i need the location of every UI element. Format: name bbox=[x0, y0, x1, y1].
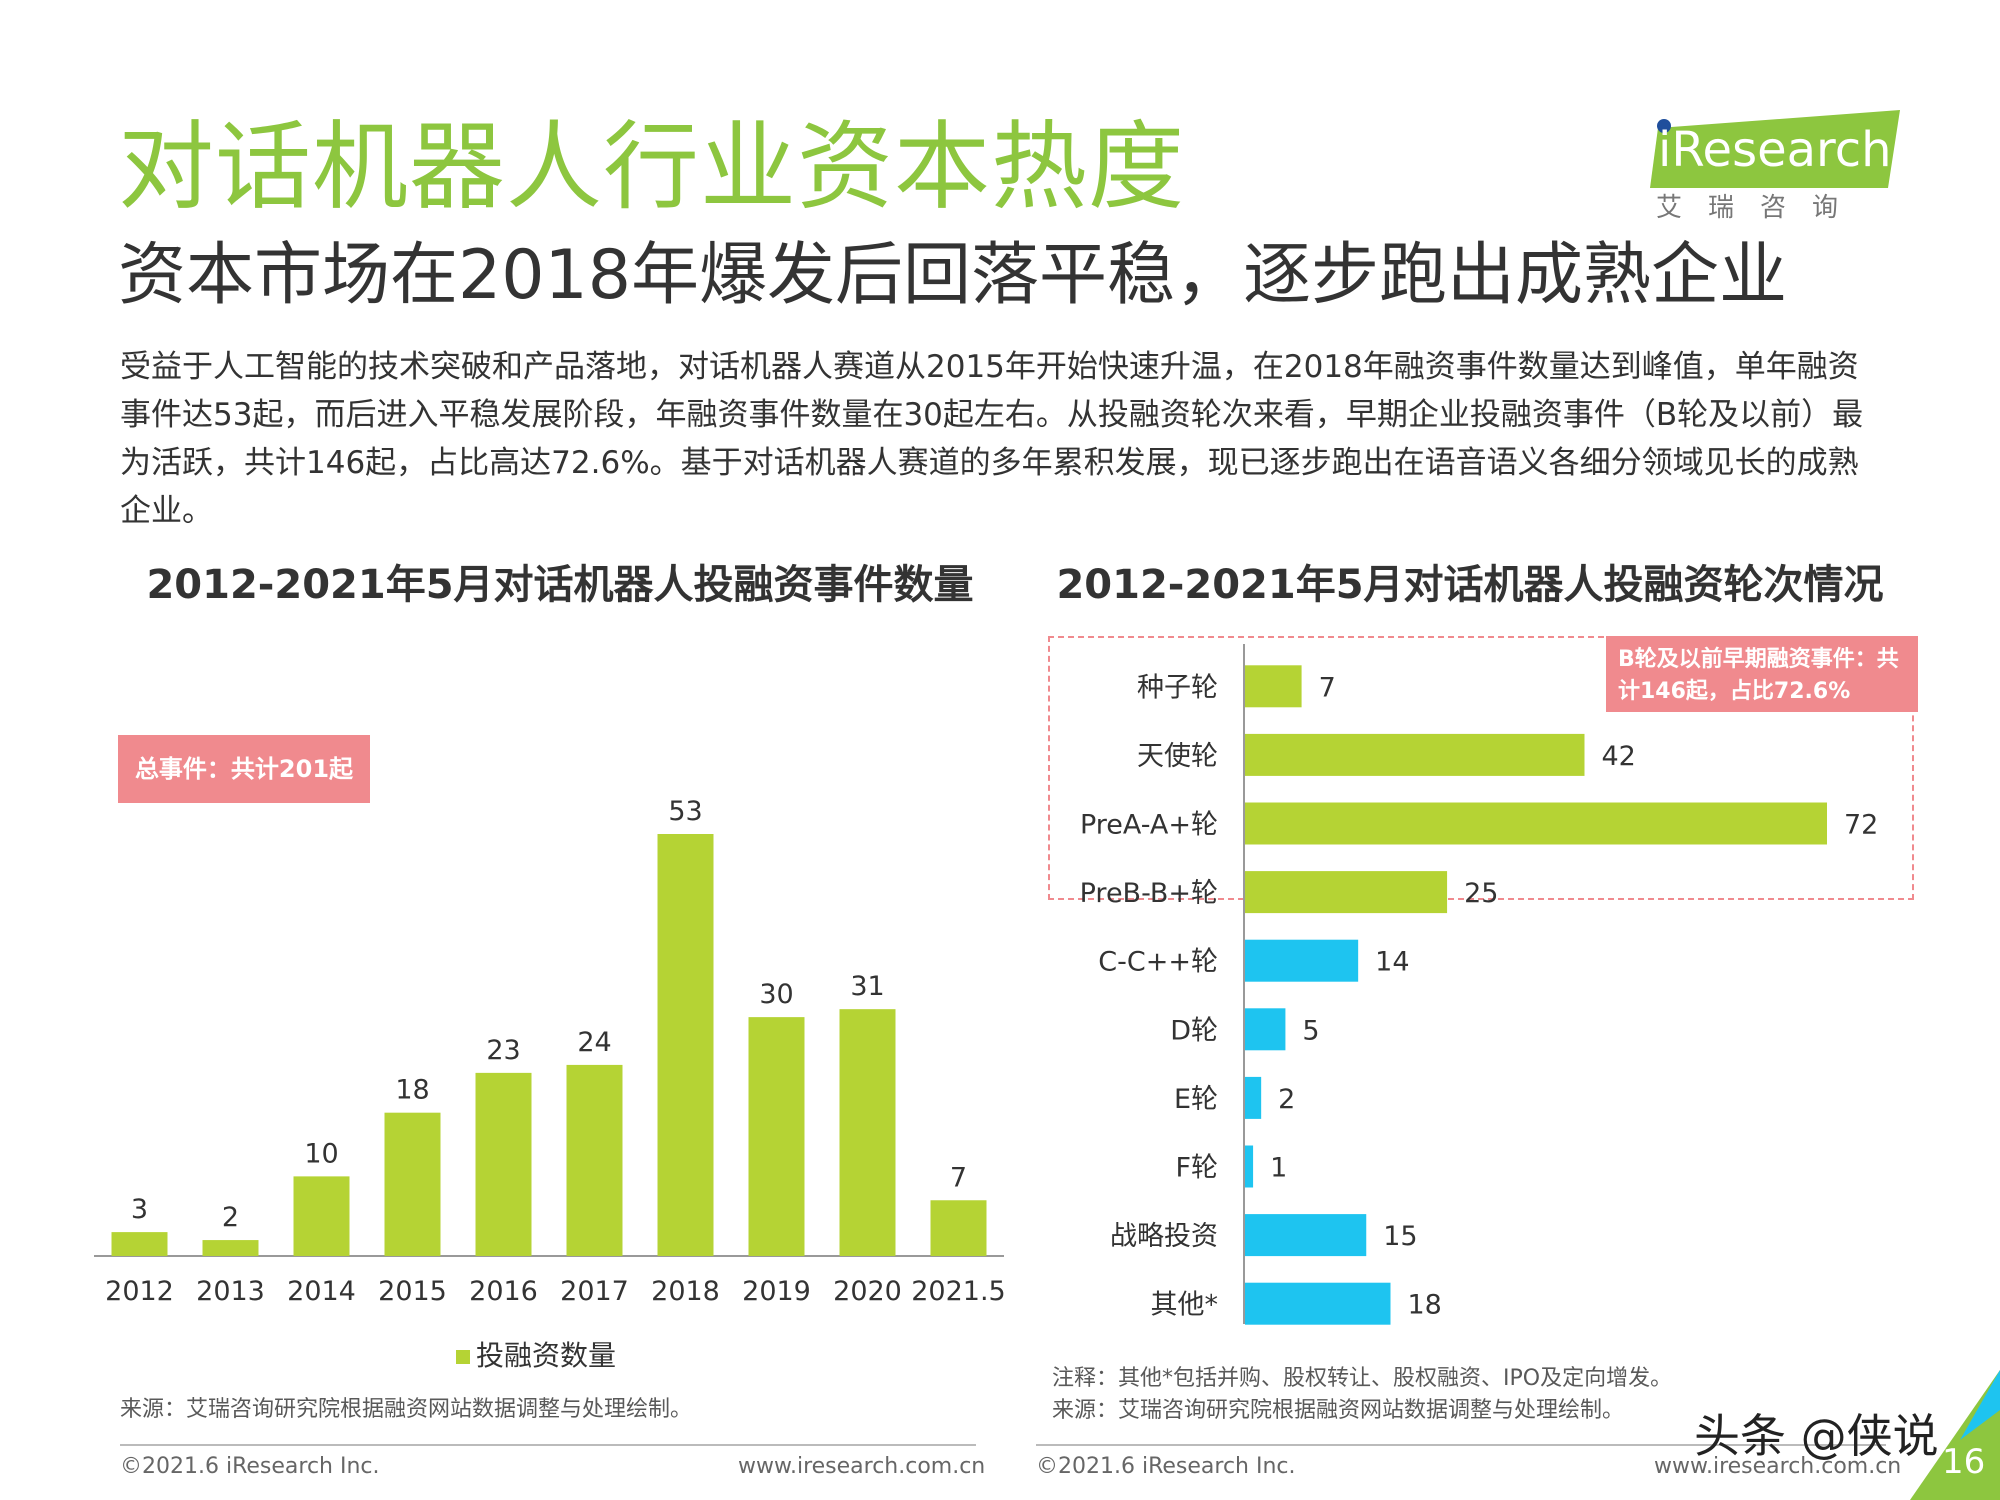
data-label-2020: 31 bbox=[850, 971, 884, 1002]
bar-PreB-B+轮 bbox=[1245, 871, 1448, 914]
footer-copyright-left: ©2021.6 iResearch Inc. bbox=[120, 1454, 380, 1479]
x-tick-2021.5: 2021.5 bbox=[911, 1276, 1005, 1307]
bar-C-C++轮 bbox=[1245, 939, 1359, 982]
chart-legend: 投融资数量 bbox=[456, 1336, 616, 1376]
y-tick-E轮: E轮 bbox=[1174, 1084, 1218, 1115]
data-label-2018: 53 bbox=[668, 796, 702, 827]
bar-2014 bbox=[293, 1176, 350, 1256]
footer-url-right[interactable]: www.iresearch.com.cn bbox=[1654, 1454, 1902, 1479]
right-source-note: 来源：艾瑞咨询研究院根据融资网站数据调整与处理绘制。 bbox=[1052, 1398, 1625, 1423]
page-subtitle: 资本市场在2018年爆发后回落平稳，逐步跑出成熟企业 bbox=[118, 236, 1788, 315]
bar-2019 bbox=[748, 1017, 805, 1256]
x-tick-2012: 2012 bbox=[105, 1276, 174, 1307]
x-tick-2014: 2014 bbox=[287, 1276, 356, 1307]
data-label-其他*: 18 bbox=[1408, 1290, 1442, 1321]
data-label-F轮: 1 bbox=[1270, 1153, 1287, 1184]
bar-2012 bbox=[111, 1232, 168, 1256]
data-label-战略投资: 15 bbox=[1383, 1221, 1417, 1252]
data-label-2014: 10 bbox=[304, 1138, 338, 1169]
bar-2018 bbox=[657, 834, 714, 1256]
data-label-2021.5: 7 bbox=[950, 1162, 967, 1193]
bar-2020 bbox=[839, 1009, 896, 1256]
early-stage-highlight-box bbox=[1048, 636, 1914, 900]
watermark-text: 头条 @侠说 bbox=[1694, 1409, 1939, 1463]
x-tick-2019: 2019 bbox=[742, 1276, 811, 1307]
bar-PreA-A+轮 bbox=[1245, 802, 1827, 845]
bar-E轮 bbox=[1245, 1076, 1262, 1119]
y-tick-PreA-A+轮: PreA-A+轮 bbox=[1080, 810, 1218, 841]
x-tick-2015: 2015 bbox=[378, 1276, 447, 1307]
bar-F轮 bbox=[1245, 1145, 1254, 1188]
data-label-种子轮: 7 bbox=[1319, 672, 1336, 703]
early-stage-badge: B轮及以前早期融资事件：共计146起，占比72.6% bbox=[1606, 636, 1918, 712]
footer-divider-right bbox=[1036, 1444, 1886, 1446]
y-tick-PreB-B+轮: PreB-B+轮 bbox=[1080, 878, 1218, 909]
corner-decoration bbox=[1910, 1370, 2000, 1500]
legend-swatch bbox=[456, 1350, 470, 1364]
data-label-D轮: 5 bbox=[1302, 1015, 1319, 1046]
y-tick-C-C++轮: C-C++轮 bbox=[1098, 947, 1218, 978]
y-tick-战略投资: 战略投资 bbox=[1110, 1221, 1218, 1252]
logo-subtext: 艾瑞咨询 bbox=[1656, 193, 1865, 223]
bar-2013 bbox=[202, 1240, 259, 1256]
yearly-funding-bar-chart: 3 2012 2 2013 10 2014 18 2015 23 2016 24 2017 53 2018… bbox=[94, 796, 1006, 1307]
data-label-C-C++轮: 14 bbox=[1375, 947, 1409, 978]
data-label-2016: 23 bbox=[486, 1035, 520, 1066]
bar-天使轮 bbox=[1245, 733, 1585, 776]
data-label-2013: 2 bbox=[222, 1202, 239, 1233]
data-label-2012: 3 bbox=[131, 1194, 148, 1225]
total-events-badge: 总事件：共计201起 bbox=[118, 735, 370, 803]
data-label-E轮: 2 bbox=[1278, 1084, 1295, 1115]
x-tick-2020: 2020 bbox=[833, 1276, 902, 1307]
data-label-PreB-B+轮: 25 bbox=[1464, 878, 1498, 909]
footer-copyright-right: ©2021.6 iResearch Inc. bbox=[1036, 1454, 1296, 1479]
data-label-PreA-A+轮: 72 bbox=[1844, 810, 1878, 841]
legend-label: 投融资数量 bbox=[476, 1339, 617, 1372]
x-tick-2017: 2017 bbox=[560, 1276, 629, 1307]
footer-url-left[interactable]: www.iresearch.com.cn bbox=[738, 1454, 986, 1479]
right-chart-title: 2012-2021年5月对话机器人投融资轮次情况 bbox=[1056, 562, 1884, 608]
bar-2021.5 bbox=[930, 1200, 987, 1256]
y-tick-种子轮: 种子轮 bbox=[1137, 672, 1218, 703]
summary-paragraph: 受益于人工智能的技术突破和产品落地，对话机器人赛道从2015年开始快速升温，在2… bbox=[120, 349, 1864, 529]
data-label-2015: 18 bbox=[395, 1075, 429, 1106]
data-label-2017: 24 bbox=[577, 1027, 611, 1058]
y-tick-D轮: D轮 bbox=[1170, 1015, 1218, 1046]
right-footnote: 注释：其他*包括并购、股权转让、股权融资、IPO及定向增发。 bbox=[1052, 1366, 1673, 1391]
bar-D轮 bbox=[1245, 1008, 1286, 1051]
logo-text: iResearch bbox=[1658, 122, 1892, 178]
left-chart-title: 2012-2021年5月对话机器人投融资事件数量 bbox=[146, 562, 974, 608]
x-tick-2016: 2016 bbox=[469, 1276, 538, 1307]
bar-战略投资 bbox=[1245, 1214, 1367, 1257]
page-title: 对话机器人行业资本热度 bbox=[118, 111, 1185, 223]
page-number: 16 bbox=[1942, 1442, 1986, 1482]
y-tick-天使轮: 天使轮 bbox=[1137, 741, 1218, 772]
footer-divider-left bbox=[120, 1444, 976, 1446]
x-tick-2018: 2018 bbox=[651, 1276, 720, 1307]
bar-2017 bbox=[566, 1064, 623, 1256]
data-label-天使轮: 42 bbox=[1602, 741, 1636, 772]
funding-round-bar-chart: 7 种子轮 42 天使轮 72 PreA-A+轮 25 PreB-B+轮 14 C-C++轮 5 D轮… bbox=[1080, 644, 1878, 1325]
bar-2016 bbox=[475, 1072, 532, 1256]
y-tick-F轮: F轮 bbox=[1175, 1153, 1218, 1184]
bar-其他* bbox=[1245, 1282, 1391, 1325]
x-tick-2013: 2013 bbox=[196, 1276, 265, 1307]
left-source-note: 来源：艾瑞咨询研究院根据融资网站数据调整与处理绘制。 bbox=[120, 1397, 693, 1422]
bar-种子轮 bbox=[1245, 665, 1302, 708]
bar-2015 bbox=[384, 1112, 441, 1256]
y-tick-其他*: 其他* bbox=[1151, 1290, 1219, 1321]
iresearch-logo bbox=[1650, 110, 1900, 188]
data-label-2019: 30 bbox=[759, 979, 793, 1010]
